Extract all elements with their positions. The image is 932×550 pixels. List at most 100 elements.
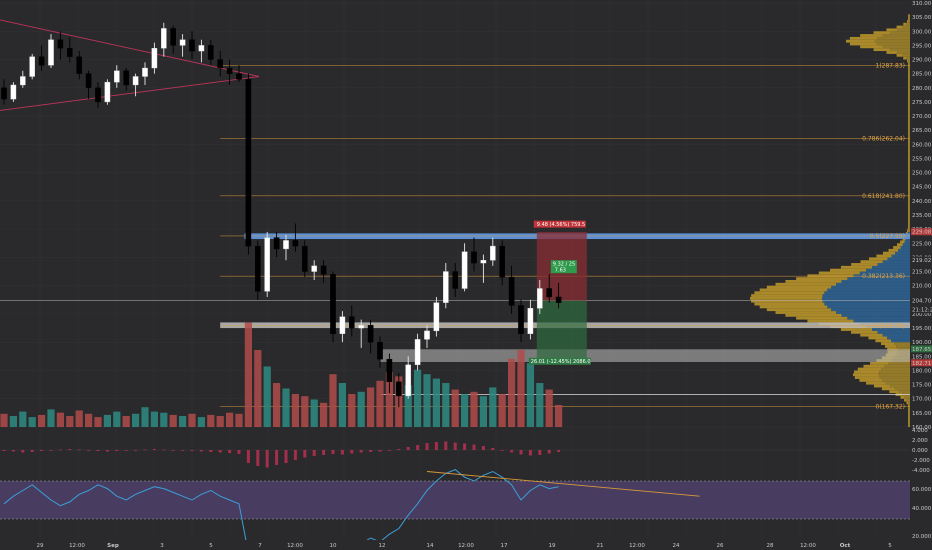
profile-bar-value-area [878,373,910,377]
profile-bar-value-area [866,268,910,272]
macd-histogram-bar [312,450,316,456]
time-axis[interactable]: 29 12:00 Sep 3 5 7 12:00 10 12 14 12:00 17 19 21 12:00… [0,540,932,550]
profile-bar-gold [840,265,873,269]
profile-bar-value-area [908,217,910,221]
profile-bar-value-area [891,254,910,258]
profile-bar-value-area [908,93,910,97]
macd-histogram-bar [124,450,128,451]
profile-bar-gold [896,243,903,247]
profile-bar-value-area [836,311,910,314]
profile-bar-gold [785,280,842,283]
price-tick: 165.00 [912,411,932,417]
profile-bar-value-area [897,51,910,54]
macd-histogram-bar [500,450,504,451]
trade-position-tool[interactable]: 9.48 (4.56%) 759.5 26.01 (-12.45%) 2086.0… [528,220,591,365]
macd-histogram-bar [519,450,523,455]
volume-bar [461,394,469,427]
profile-bar-gold [889,390,899,394]
profile-bar-value-area [876,42,910,46]
candle-body [349,316,355,329]
mid-label-box [550,260,577,274]
rsi-tick: 60.000 [912,487,932,493]
profile-bar-value-area [908,73,910,77]
price-tick: 195.00 [912,326,932,332]
volume-bar [47,409,55,427]
profile-bar-value-area [908,206,910,210]
time-tick: 5 [888,543,892,549]
time-tick: 26 [717,543,724,549]
candle-body [20,76,26,86]
macd-histogram-bar [228,450,232,453]
profile-bar-gold [908,223,909,227]
profile-bar-gold [908,144,909,148]
profile-bar-value-area [908,424,910,427]
profile-bar-gold [868,257,888,261]
profile-bar-gold [754,291,825,295]
profile-bar-value-area [902,25,910,29]
macd-histogram-bar [237,450,241,454]
volume-bar [216,416,224,427]
macd-histogram-bar [303,450,307,458]
profile-bar-gold [868,336,888,340]
profile-bar-gold [903,56,907,60]
time-tick: 3 [160,543,164,549]
candle-body [414,339,421,366]
price-tag: 229.08 [912,230,932,236]
profile-bar-gold [908,93,909,97]
volume-bar [254,350,262,427]
profile-bar-value-area [831,285,910,289]
profile-bar-gold [846,39,875,43]
profile-bar-value-area [847,316,910,320]
trendlines[interactable] [0,19,260,111]
profile-bar-value-area [876,36,910,40]
time-tick: 17 [501,543,508,549]
profile-bar-value-area [908,90,910,94]
candle-body [546,288,552,298]
profile-bar-value-area [908,189,910,193]
price-tick: 265.00 [912,128,932,134]
macd-histogram-bar [322,450,326,455]
candle-body [433,302,440,332]
profile-bar-gold [857,367,882,371]
candle-body [66,48,73,57]
candle-body [302,245,308,272]
profile-bar-gold [908,166,909,170]
profile-bar-gold [904,398,907,402]
mid-label-2: 7.63 [555,268,566,274]
profile-bar-value-area [908,84,910,88]
candle-body [142,67,148,77]
profile-bar-gold [908,76,909,80]
profile-bar-value-area [887,336,910,340]
macd-histogram-bar [378,450,382,452]
candle-body [254,245,261,292]
profile-bar-gold [785,313,842,317]
profile-bar-gold [881,342,895,346]
candle-body [113,70,120,83]
volume-bar [28,417,36,427]
profile-bar-value-area [902,53,910,57]
macd-histogram-bar [557,450,561,452]
time-tick: 10 [330,543,337,549]
volume-bar [235,413,243,427]
profile-bar-gold [886,51,898,54]
macd-histogram-bar [416,445,420,450]
profile-bar-value-area [908,101,910,105]
profile-bar-gold [849,42,877,46]
profile-bar-gold [908,410,909,413]
profile-bar-gold [908,130,909,134]
profile-bar-value-area [908,212,910,215]
macd-histogram-bar [181,450,185,451]
candle-body [461,251,468,289]
price-axis[interactable]: 310.00 305.00 300.00 295.00 290.00 285.00 280.… [910,0,932,550]
volume-bar [489,387,497,427]
profile-bar-value-area [908,65,910,69]
candle-body [358,325,365,329]
candle-body [95,87,101,103]
volume-bars [0,322,563,427]
profile-bar-gold [851,263,878,266]
macd-histogram-bar [434,442,438,450]
candle-body [527,308,534,334]
profile-bar-gold [796,316,848,320]
profile-bar-value-area [908,181,910,184]
